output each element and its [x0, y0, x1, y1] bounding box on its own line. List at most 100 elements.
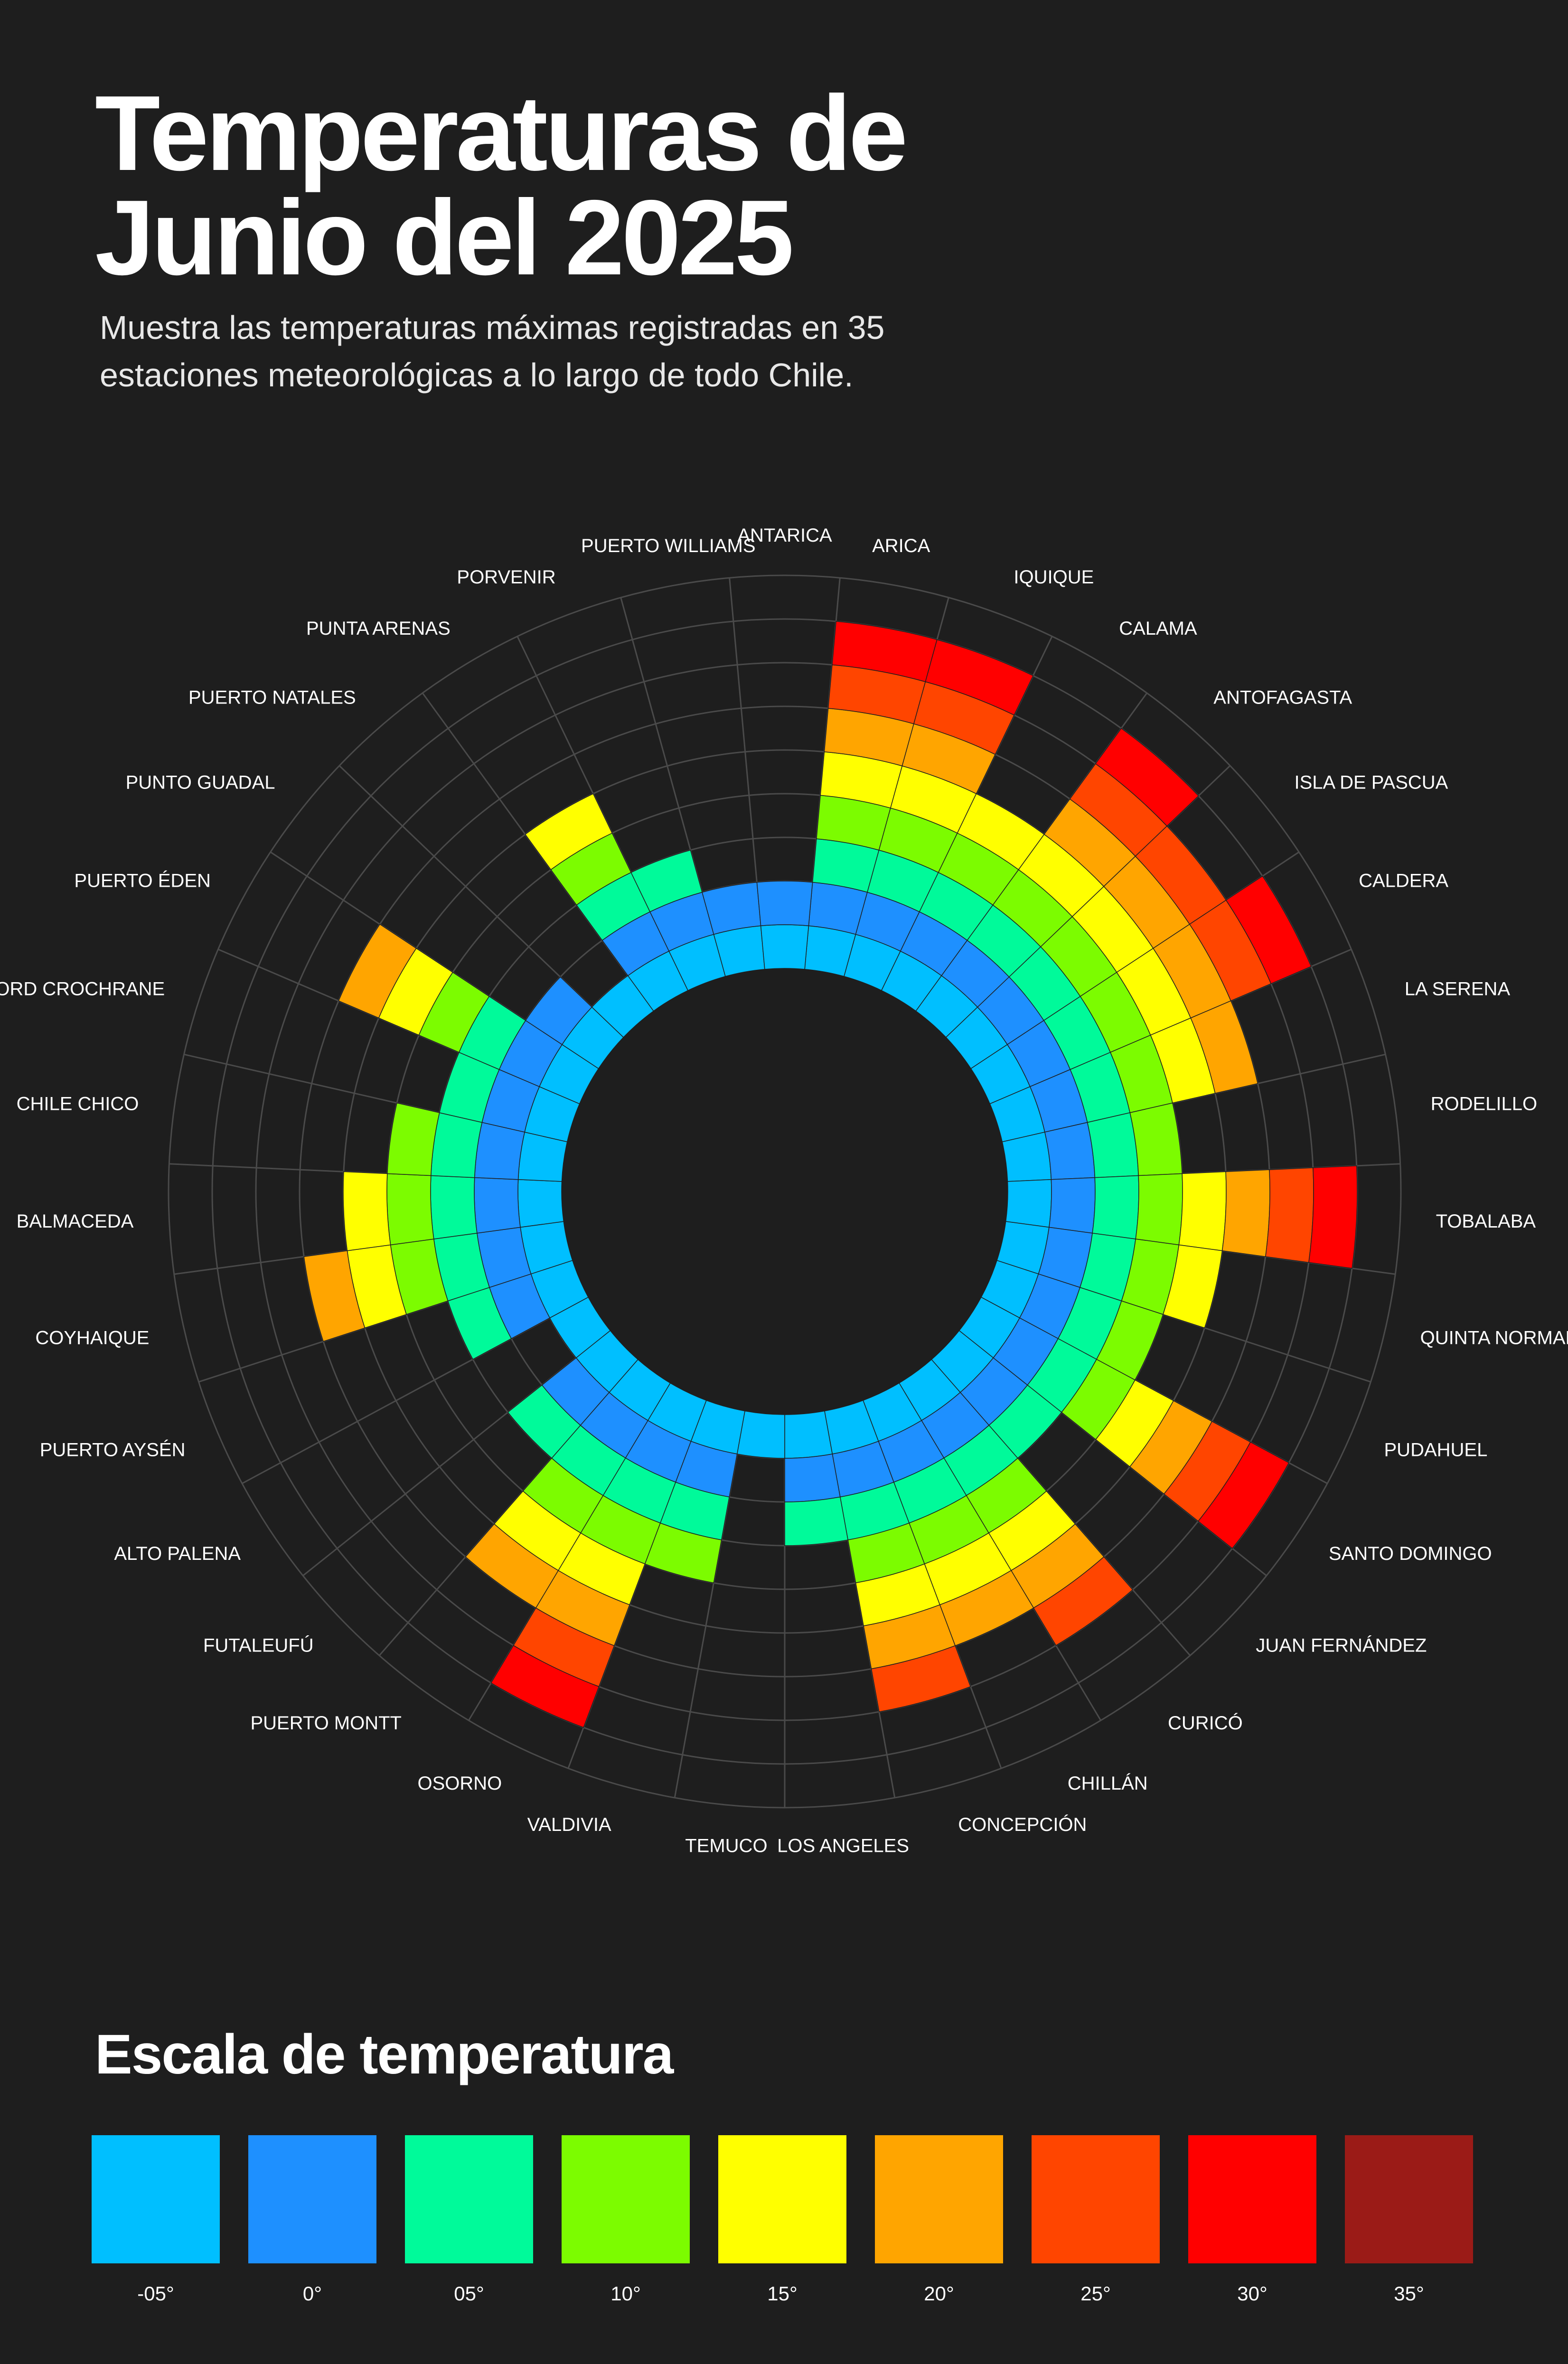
station-label: ISLA DE PASCUA: [1295, 772, 1448, 793]
bar-segment: [525, 793, 613, 871]
station-label: SANTO DOMINGO: [1329, 1543, 1492, 1564]
legend-swatch: [875, 2135, 1003, 2263]
station-bar: [507, 1330, 638, 1459]
legend-item: 25°: [1032, 2135, 1160, 2305]
station-label: ANTARICA: [737, 525, 832, 546]
subtitle-line-1: Muestra las temperaturas máximas registr…: [100, 309, 885, 346]
station-label: PORVENIR: [457, 567, 555, 588]
station-label: CONCEPCIÓN: [958, 1814, 1087, 1835]
station-bar: [958, 1296, 1290, 1549]
station-label: CURICÓ: [1168, 1712, 1243, 1734]
bar-segment: [1033, 1556, 1133, 1646]
bar-segment: [474, 1177, 521, 1234]
bar-segment: [1005, 1179, 1052, 1228]
title-line-1: Temperaturas de: [95, 73, 908, 193]
bar-segment: [784, 1496, 849, 1546]
station-label: PUDAHUEL: [1384, 1440, 1488, 1461]
legend-item: 0°: [248, 2135, 376, 2305]
bar-segment: [1044, 1122, 1096, 1180]
legend-label: 25°: [1080, 2282, 1111, 2305]
station-bar: [439, 1051, 580, 1143]
station-bar: [915, 728, 1199, 1038]
subtitle-line-2: estaciones meteorológicas a lo largo de …: [100, 356, 854, 394]
bar-segment: [343, 1171, 391, 1251]
bar-segment: [925, 639, 1034, 716]
page-subtitle: Muestra las temperaturas máximas registr…: [100, 304, 884, 399]
legend-item: 10°: [562, 2135, 690, 2305]
station-bar: [881, 793, 1045, 1012]
station-bar: [945, 826, 1227, 1069]
station-bar: [465, 1359, 671, 1609]
station-label: ARICA: [872, 535, 930, 556]
page-title: Temperaturas de Junio del 2025: [95, 73, 908, 297]
station-bar: [490, 1382, 707, 1728]
bar-segment: [1197, 1441, 1290, 1549]
station-label: CHILLÁN: [1068, 1773, 1148, 1794]
legend-label: 30°: [1237, 2282, 1268, 2305]
station-bar: [702, 882, 765, 977]
station-label: PUNTA ARENAS: [306, 618, 451, 639]
bar-segment: [1129, 1102, 1183, 1176]
station-label: TEMUCO: [685, 1835, 767, 1856]
station-label: LOS ANGELES: [777, 1835, 909, 1856]
chart-bars: [303, 621, 1358, 1728]
bar-segment: [871, 1645, 971, 1712]
legend-swatch: [562, 2135, 690, 2263]
bar-segment: [465, 1523, 559, 1609]
bar-segment: [430, 1175, 478, 1239]
station-bar: [863, 1382, 1034, 1646]
bar-segment: [1225, 875, 1312, 985]
station-label: TOBALABA: [1436, 1211, 1536, 1232]
legend-item: 35°: [1345, 2135, 1473, 2305]
station-bar: [630, 849, 726, 991]
station-bar: [996, 1221, 1223, 1329]
station-label: RODELILLO: [1431, 1093, 1538, 1114]
bar-segment: [760, 924, 809, 970]
bar-segment: [1308, 1165, 1358, 1269]
station-label: CALAMA: [1119, 618, 1197, 639]
legend-label: -05°: [137, 2282, 174, 2305]
station-bar: [525, 793, 689, 1012]
bar-segment: [784, 1454, 841, 1502]
bar-segment: [1049, 1177, 1096, 1234]
bar-segment: [1092, 1175, 1139, 1239]
bar-segment: [1087, 1112, 1139, 1178]
station-label: ANTOFAGASTA: [1213, 687, 1352, 708]
station-label: OSORNO: [418, 1773, 502, 1794]
legend-label: 20°: [924, 2282, 954, 2305]
bar-segment: [386, 1173, 434, 1246]
station-label: PUERTO MONTT: [250, 1713, 402, 1734]
station-bar: [303, 1221, 573, 1342]
legend-swatch: [1345, 2135, 1473, 2263]
station-bar: [756, 881, 813, 970]
legend-item: -05°: [92, 2135, 220, 2305]
legend-swatch: [248, 2135, 376, 2263]
bar-segment: [338, 923, 417, 1019]
legend-label: 15°: [767, 2282, 798, 2305]
station-label: PUNTO GUADAL: [126, 772, 275, 793]
title-line-2: Junio del 2025: [95, 178, 794, 297]
legend-swatch: [1188, 2135, 1316, 2263]
bar-segment: [387, 1102, 440, 1176]
station-label: PUERTO WILLIAMS: [581, 535, 756, 556]
station-label: JUAN FERNÁNDEZ: [1256, 1635, 1427, 1656]
legend-swatch: [1032, 2135, 1160, 2263]
legend-label: 10°: [610, 2282, 641, 2305]
station-bar: [824, 1400, 971, 1712]
station-bar: [980, 1260, 1164, 1381]
bar-segment: [507, 1384, 581, 1459]
legend-label: 05°: [454, 2282, 484, 2305]
bar-segment: [490, 1645, 600, 1728]
station-bar: [844, 639, 1034, 991]
station-label: COYHAIQUE: [35, 1328, 149, 1349]
station-label: QUINTA NORMAL: [1420, 1328, 1568, 1349]
bar-segment: [431, 1112, 483, 1178]
legend-title: Escala de temperatura: [95, 2023, 674, 2086]
station-bar: [447, 1260, 589, 1360]
station-label: CALDERA: [1359, 871, 1448, 891]
bar-segment: [784, 1410, 833, 1459]
bar-segment: [517, 1179, 564, 1228]
legend-label: 35°: [1394, 2282, 1424, 2305]
legend-item: 30°: [1188, 2135, 1316, 2305]
